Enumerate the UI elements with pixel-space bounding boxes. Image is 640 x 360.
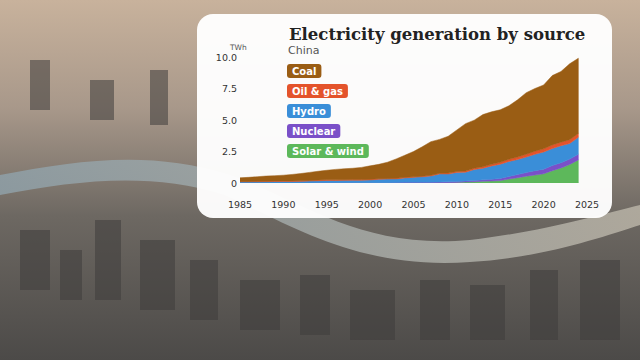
- legend-swatch: [287, 144, 369, 158]
- y-tick-label: 2.5: [222, 146, 237, 157]
- area-0: [240, 58, 578, 181]
- y-tick-label: 7.5: [222, 83, 237, 94]
- x-tick-label: 1985: [228, 199, 252, 210]
- legend-swatch: [287, 124, 340, 138]
- x-tick-label: 1995: [315, 199, 339, 210]
- x-tick-label: 2020: [532, 199, 556, 210]
- y-tick-label: 0: [231, 178, 237, 189]
- legend: Coal Oil & gas Hydro Nuclear Solar & wind: [287, 64, 369, 158]
- x-tick-label: 2005: [401, 199, 425, 210]
- x-tick-label: 1990: [271, 199, 295, 210]
- areas: [240, 58, 578, 183]
- x-tick-label: 2010: [445, 199, 469, 210]
- photo-base: [0, 0, 640, 360]
- legend-label: Solar & wind: [292, 146, 364, 157]
- x-tick-label: 2025: [575, 199, 599, 210]
- legend-label: Nuclear: [292, 126, 335, 137]
- legend-swatch: [287, 64, 321, 78]
- legend-swatch: [287, 84, 348, 98]
- legend-label: Coal: [292, 66, 316, 77]
- chart: Electricity generation by sourceChinaTWh…: [0, 0, 640, 360]
- title: Electricity generation by source: [289, 25, 585, 44]
- x-tick-label: 2000: [358, 199, 382, 210]
- chart-card: [197, 14, 612, 218]
- y-tick-label: 5.0: [222, 115, 237, 126]
- y-tick-label: 10.0: [216, 52, 237, 63]
- legend-label: Oil & gas: [292, 86, 343, 97]
- x-tick-label: 2015: [488, 199, 512, 210]
- legend-swatch: [287, 104, 331, 118]
- subtitle: China: [288, 44, 319, 57]
- legend-label: Hydro: [292, 106, 326, 117]
